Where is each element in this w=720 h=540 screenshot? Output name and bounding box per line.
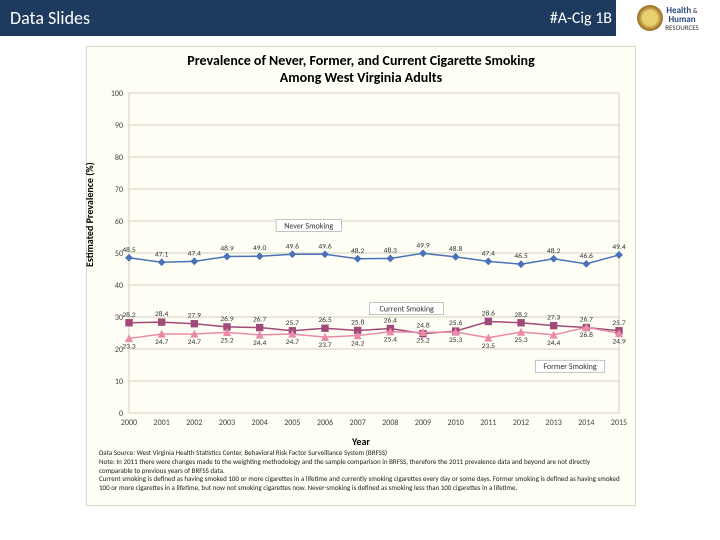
svg-text:48.3: 48.3 (384, 246, 397, 255)
svg-text:2004: 2004 (252, 418, 268, 428)
svg-text:24.7: 24.7 (188, 338, 201, 347)
header-right: #A-Cig 1B (550, 0, 612, 36)
svg-text:2003: 2003 (219, 418, 235, 428)
logo-dhhr: Health & Human RESOURCES (616, 0, 720, 36)
logo-text-sub: RESOURCES (665, 23, 699, 32)
svg-text:26.9: 26.9 (220, 315, 233, 324)
svg-text:90: 90 (115, 121, 123, 131)
svg-text:24.2: 24.2 (351, 340, 364, 349)
header-left: Data Slides (10, 7, 90, 29)
svg-text:2012: 2012 (513, 418, 529, 428)
svg-text:49.6: 49.6 (286, 242, 299, 251)
chart-container: Prevalence of Never, Former, and Current… (86, 46, 636, 506)
svg-text:25.3: 25.3 (449, 336, 462, 345)
svg-text:70: 70 (115, 185, 123, 195)
svg-text:27.9: 27.9 (188, 312, 201, 321)
svg-text:25.3: 25.3 (514, 336, 527, 345)
svg-text:2009: 2009 (415, 418, 431, 428)
svg-text:2014: 2014 (578, 418, 594, 428)
svg-text:2015: 2015 (611, 418, 627, 428)
svg-text:48.5: 48.5 (122, 246, 135, 255)
chart-source-notes: Data Source: West Virginia Health Statis… (99, 449, 623, 493)
svg-text:28.6: 28.6 (482, 309, 495, 318)
svg-text:60: 60 (115, 217, 123, 227)
svg-text:2011: 2011 (480, 418, 496, 428)
svg-text:46.5: 46.5 (514, 252, 527, 261)
svg-text:23.3: 23.3 (122, 342, 135, 351)
svg-text:2005: 2005 (284, 418, 300, 428)
svg-text:Never Smoking: Never Smoking (284, 221, 333, 231)
svg-text:80: 80 (115, 153, 123, 163)
svg-text:24.7: 24.7 (155, 338, 168, 347)
header-bar: Data Slides #A-Cig 1B Health & Human RES… (0, 0, 720, 36)
svg-text:47.1: 47.1 (155, 250, 168, 259)
svg-text:49.9: 49.9 (416, 241, 429, 250)
svg-text:26.4: 26.4 (384, 317, 397, 326)
svg-text:23.5: 23.5 (482, 342, 495, 351)
svg-text:48.8: 48.8 (449, 245, 462, 254)
x-axis-title: Year (87, 435, 635, 448)
svg-text:48.9: 48.9 (220, 245, 233, 254)
svg-text:10: 10 (115, 377, 123, 387)
chart-plot: 0102030405060708090100200020012002200320… (87, 47, 637, 435)
svg-text:Former Smoking: Former Smoking (543, 362, 597, 372)
svg-text:28.2: 28.2 (122, 311, 135, 320)
svg-text:24.7: 24.7 (286, 338, 299, 347)
svg-text:27.3: 27.3 (547, 314, 560, 323)
svg-text:25.2: 25.2 (416, 336, 429, 345)
svg-text:23.7: 23.7 (318, 341, 331, 350)
svg-text:25.7: 25.7 (612, 319, 625, 328)
svg-text:48.2: 48.2 (547, 247, 560, 256)
svg-text:2013: 2013 (546, 418, 562, 428)
svg-text:46.6: 46.6 (580, 252, 593, 261)
svg-text:49.0: 49.0 (253, 244, 266, 253)
svg-text:24.9: 24.9 (612, 337, 625, 346)
source-line1: Data Source: West Virginia Health Statis… (99, 448, 387, 457)
svg-text:25.6: 25.6 (449, 319, 462, 328)
svg-text:49.4: 49.4 (612, 243, 625, 252)
svg-text:48.2: 48.2 (351, 247, 364, 256)
svg-text:25.4: 25.4 (384, 336, 397, 345)
svg-text:40: 40 (115, 281, 123, 291)
svg-text:2001: 2001 (154, 418, 170, 428)
logo-seal-icon (637, 5, 663, 31)
svg-text:26.8: 26.8 (580, 331, 593, 340)
svg-text:100: 100 (111, 89, 123, 99)
svg-text:2008: 2008 (382, 418, 398, 428)
svg-text:2000: 2000 (121, 418, 137, 428)
svg-text:26.5: 26.5 (318, 316, 331, 325)
svg-text:49.6: 49.6 (318, 242, 331, 251)
svg-text:24.4: 24.4 (253, 339, 266, 348)
svg-text:Current Smoking: Current Smoking (380, 305, 435, 315)
svg-text:25.8: 25.8 (351, 318, 364, 327)
svg-text:28.4: 28.4 (155, 310, 168, 319)
svg-text:25.7: 25.7 (286, 319, 299, 328)
source-line2: Note: In 2011 there were changes made to… (99, 457, 590, 475)
source-line3: Current smoking is defined as having smo… (99, 474, 620, 492)
svg-text:2006: 2006 (317, 418, 333, 428)
svg-text:47.4: 47.4 (482, 249, 495, 258)
svg-text:2002: 2002 (186, 418, 202, 428)
svg-text:2010: 2010 (448, 418, 464, 428)
svg-text:24.4: 24.4 (547, 339, 560, 348)
svg-text:25.2: 25.2 (220, 336, 233, 345)
svg-text:28.2: 28.2 (514, 311, 527, 320)
svg-text:2007: 2007 (350, 418, 366, 428)
svg-text:47.4: 47.4 (188, 249, 201, 258)
svg-text:26.7: 26.7 (253, 316, 266, 325)
